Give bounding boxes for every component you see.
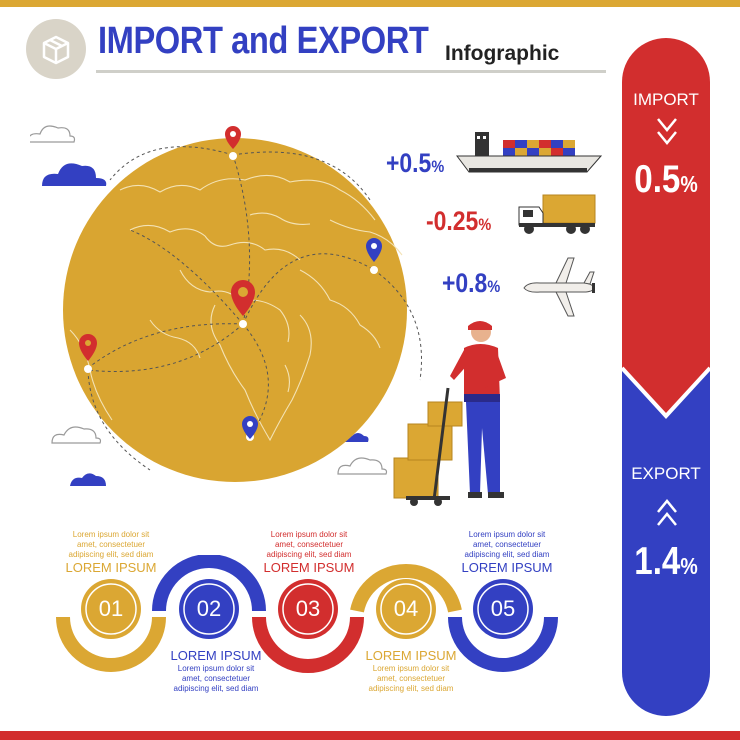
step-3-title: LOREM IPSUM — [263, 560, 355, 575]
step-4-title: LOREM IPSUM — [365, 648, 457, 663]
import-export-banner — [622, 38, 710, 716]
top-accent-bar — [0, 0, 740, 7]
chevron-up-double-icon — [657, 499, 677, 526]
import-label: IMPORT — [633, 90, 699, 109]
step-3-number: 03 — [295, 596, 321, 621]
step-2-description: Lorem ipsum dolor sit amet, consectetuer a… — [173, 664, 259, 693]
bottom-accent-bar — [0, 731, 740, 740]
map-pin-icon — [366, 238, 382, 274]
truck-stat-value: -0.25% — [426, 206, 492, 236]
steps-wave-connector — [56, 555, 558, 673]
ship-stat-value: +0.5% — [386, 148, 445, 178]
step-4-description: Lorem ipsum dolor sit amet, consectetuer a… — [368, 664, 454, 693]
step-1-number: 01 — [98, 596, 124, 621]
export-value: 1.4% — [634, 540, 698, 583]
cargo-ship-icon — [456, 132, 603, 173]
map-pin-icon — [242, 416, 258, 441]
step-4-number: 04 — [393, 596, 419, 621]
export-label: EXPORT — [631, 464, 701, 483]
step-5-number: 05 — [490, 596, 516, 621]
step-1-title: LOREM IPSUM — [65, 560, 157, 575]
page-subtitle: Infographic — [445, 42, 560, 65]
step-3-description: Lorem ipsum dolor sit amet, consectetuer a… — [266, 530, 352, 559]
step-5-description: Lorem ipsum dolor sit amet, consectetuer a… — [464, 530, 550, 559]
chevron-down-double-icon — [657, 118, 677, 145]
airplane-icon — [523, 257, 595, 317]
map-pin-icon — [225, 126, 241, 160]
package-box-icon — [26, 19, 86, 79]
import-value: 0.5% — [634, 158, 698, 201]
world-globe-illustration — [30, 125, 422, 486]
page-title: IMPORT and EXPORT — [98, 20, 429, 62]
step-2-title: LOREM IPSUM — [170, 648, 262, 663]
title-underline — [96, 70, 606, 73]
map-pin-icon — [231, 280, 255, 328]
step-1-description: Lorem ipsum dolor sit amet, consectetuer a… — [68, 530, 154, 559]
step-2-number: 02 — [196, 596, 222, 621]
step-5-title: LOREM IPSUM — [461, 560, 553, 575]
map-pin-icon — [79, 334, 97, 373]
truck-icon — [518, 194, 596, 234]
plane-stat-value: +0.8% — [442, 268, 501, 298]
delivery-worker-illustration — [393, 321, 506, 506]
cloud-icon — [42, 163, 107, 186]
